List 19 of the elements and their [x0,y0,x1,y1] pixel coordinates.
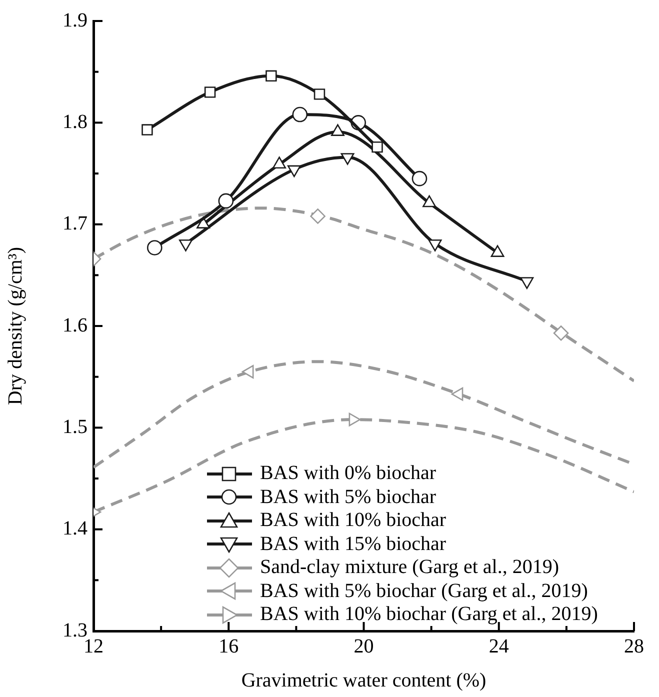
y-tick-label: 1.4 [62,518,88,540]
x-tick-label: 24 [488,635,509,658]
legend-label: BAS with 0% biochar [260,462,436,486]
legend-label: Sand-clay mixture (Garg et al., 2019) [260,556,559,580]
x-tick-label: 20 [354,635,374,658]
x-tick-label: 16 [218,635,239,658]
legend-label: BAS with 5% biochar [260,486,436,509]
y-tick-label: 1.8 [62,110,88,133]
y-tick-label: 1.9 [62,9,88,32]
x-tick-label: 28 [624,635,644,658]
y-tick-label: 1.6 [62,314,88,336]
y-tick-label: 1.7 [62,212,88,235]
legend-label: BAS with 10% biochar (Garg et al., 2019) [260,603,598,626]
x-axis-title: Gravimetric water content (%) [241,669,486,692]
legend-label: BAS with 10% biochar [260,509,446,532]
y-axis-title: Dry density (g/cm³) [4,246,26,406]
legend-label: BAS with 15% biochar [260,532,446,556]
legend-label: BAS with 5% biochar (Garg et al., 2019) [260,580,588,603]
y-tick-label: 1.5 [62,416,88,438]
